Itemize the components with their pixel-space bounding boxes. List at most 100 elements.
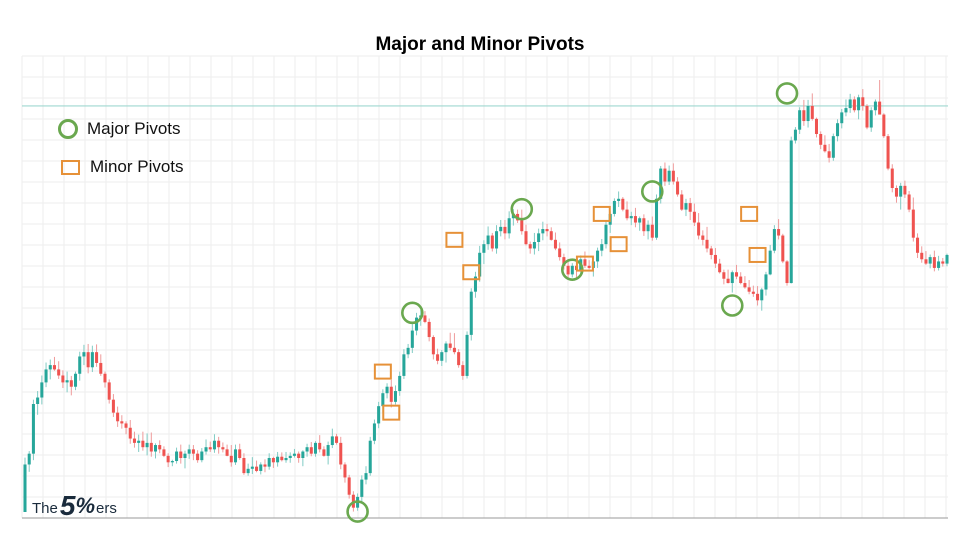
candle-up	[313, 442, 318, 454]
candle-down	[457, 352, 461, 366]
candle-up	[44, 369, 48, 383]
candle-down	[827, 151, 831, 158]
candle-up	[326, 445, 330, 456]
candle-up	[473, 276, 477, 292]
logo-suffix: ers	[96, 500, 117, 517]
candle-up	[175, 451, 179, 462]
candle-up	[48, 365, 52, 370]
candle-up	[246, 468, 250, 474]
candle-down	[583, 259, 587, 266]
candle-down	[861, 97, 865, 106]
candle-up	[233, 449, 238, 463]
candle-down	[448, 343, 452, 348]
minor-pivot-marker	[382, 404, 401, 421]
candle-up	[27, 453, 31, 465]
candle-up	[90, 352, 94, 368]
candle-down	[217, 440, 221, 448]
major-pivot-circle-icon	[58, 119, 78, 139]
candle-down	[852, 99, 856, 111]
candle-down	[920, 252, 924, 260]
candle-up	[469, 291, 473, 335]
candle-down	[191, 449, 195, 454]
candle-up	[768, 250, 772, 275]
candle-up	[145, 442, 149, 448]
candle-down	[890, 168, 894, 188]
candle-up	[410, 330, 414, 348]
candle-up	[204, 447, 208, 452]
candle-down	[713, 254, 717, 264]
candle-down	[166, 455, 170, 463]
candle-down	[503, 226, 507, 234]
candle-down	[558, 248, 562, 258]
candle-down	[158, 445, 162, 450]
candle-down	[528, 244, 532, 249]
candle-up	[406, 347, 410, 355]
legend-minor-label: Minor Pivots	[90, 157, 184, 176]
candle-down	[903, 185, 907, 195]
legend-minor: Minor Pivots	[58, 154, 184, 180]
candle-down	[705, 239, 709, 249]
candle-down	[814, 118, 819, 134]
candle-down	[756, 293, 760, 301]
candle-down	[52, 365, 56, 370]
candle-down	[878, 101, 882, 115]
candle-down	[436, 354, 440, 361]
brand-logo: The 5 % ers	[32, 490, 117, 520]
candle-down	[61, 375, 65, 383]
candle-up	[945, 254, 949, 264]
minor-pivot-marker	[609, 236, 628, 253]
candle-down	[650, 224, 654, 238]
candle-up	[857, 97, 861, 111]
candle-down	[255, 466, 259, 471]
candle-down	[225, 449, 229, 456]
candle-up	[612, 200, 616, 214]
candle-up	[537, 233, 541, 242]
minor-pivot-marker	[592, 205, 611, 222]
candle-up	[806, 105, 810, 122]
candle-down	[280, 456, 284, 461]
candle-up	[74, 373, 78, 387]
minor-pivot-marker	[445, 231, 464, 248]
candle-down	[221, 447, 225, 450]
candle-down	[911, 209, 915, 238]
candle-down	[886, 136, 890, 169]
logo-number: 5	[59, 490, 76, 521]
candle-down	[452, 347, 456, 353]
candle-down	[781, 235, 785, 262]
candle-up	[250, 466, 254, 469]
candle-down	[549, 231, 553, 240]
candle-down	[621, 198, 625, 210]
candle-down	[263, 464, 267, 467]
candle-up	[65, 380, 69, 383]
candle-down	[739, 276, 743, 284]
legend-major: Major Pivots	[58, 116, 181, 142]
candle-down	[692, 211, 696, 223]
candle-down	[107, 382, 111, 400]
candle-down	[671, 170, 675, 182]
candle-up	[772, 229, 776, 251]
candle-up	[659, 168, 663, 199]
minor-pivot-marker	[575, 255, 594, 272]
candle-up	[444, 343, 448, 353]
candle-down	[722, 272, 726, 279]
candle-up	[541, 229, 545, 234]
candle-down	[57, 369, 61, 376]
candle-down	[69, 380, 73, 387]
candle-down	[697, 222, 701, 236]
candle-down	[907, 194, 911, 210]
candle-up	[153, 445, 158, 452]
candle-up	[848, 99, 852, 109]
candle-down	[701, 235, 705, 240]
candle-down	[343, 464, 347, 478]
candle-down	[625, 209, 629, 219]
candle-up	[596, 250, 600, 262]
candle-up	[377, 406, 381, 424]
candle-up	[288, 455, 292, 458]
candle-up	[415, 317, 419, 331]
candle-up	[873, 101, 877, 111]
candle-down	[208, 447, 212, 450]
candle-up	[798, 110, 802, 130]
candle-up	[730, 272, 734, 284]
